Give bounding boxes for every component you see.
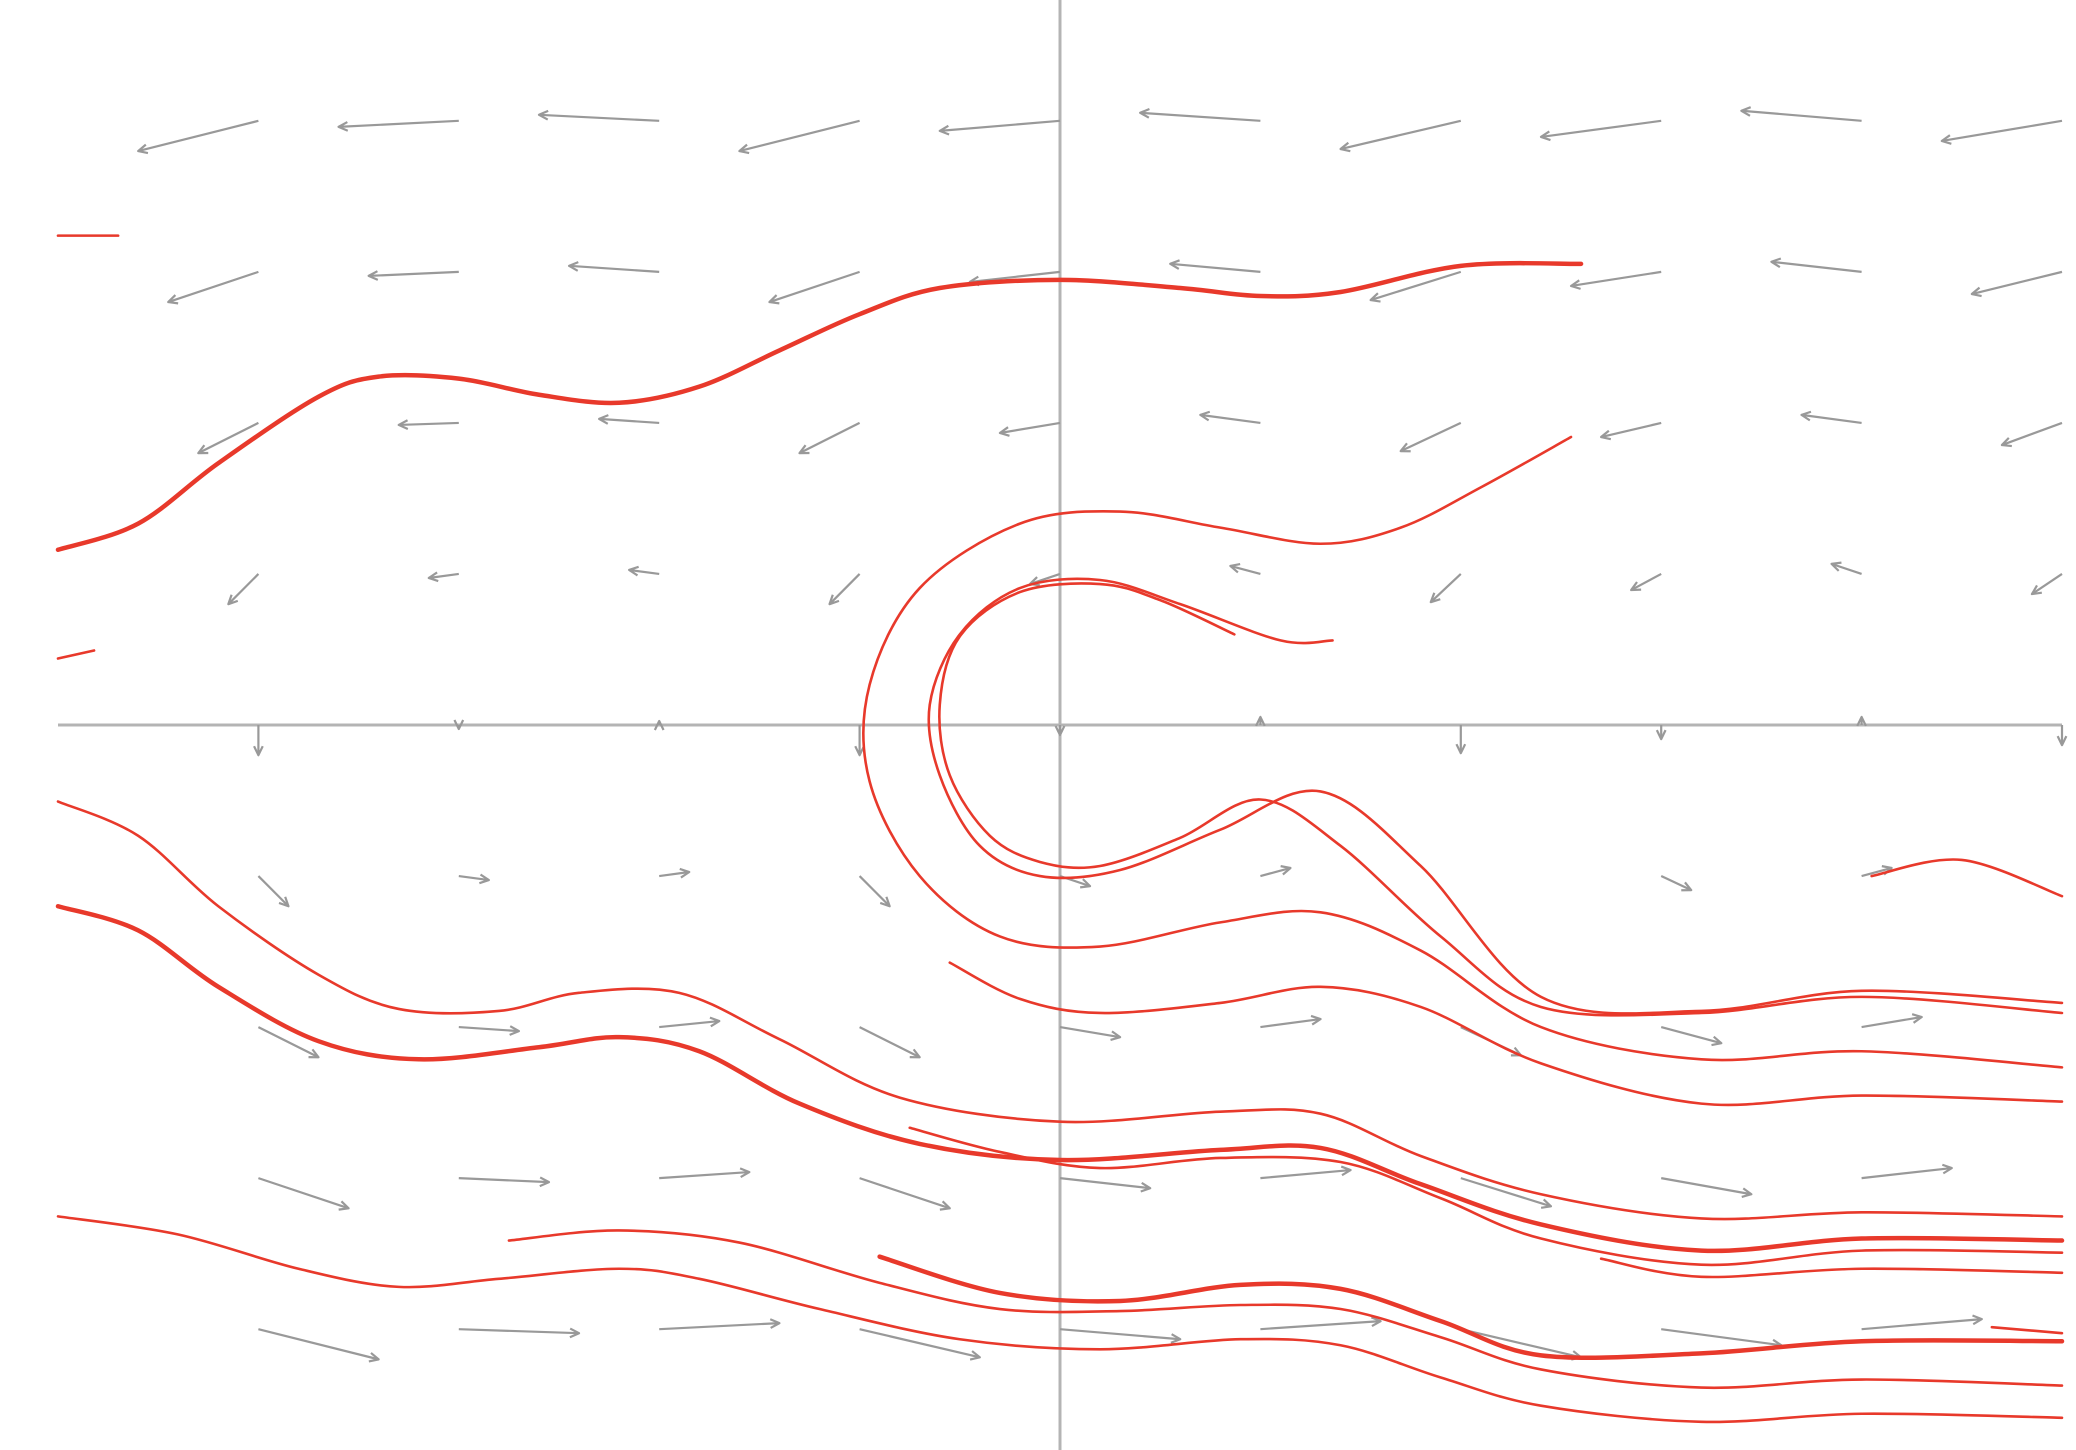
field-arrow xyxy=(1830,561,1862,576)
field-arrow xyxy=(1800,410,1862,425)
field-arrow xyxy=(1539,119,1662,142)
trajectory-curve xyxy=(56,800,2064,1221)
trajectories xyxy=(55,234,2065,1424)
field-arrow xyxy=(1861,1013,1923,1029)
field-arrow xyxy=(859,1328,981,1361)
field-arrow xyxy=(257,1026,320,1059)
field-arrow xyxy=(859,1026,921,1059)
field-arrow xyxy=(453,719,465,731)
field-arrow xyxy=(1660,875,1693,892)
trajectory-curve xyxy=(1990,1325,2064,1335)
field-arrow xyxy=(1630,572,1662,592)
field-arrow xyxy=(1169,259,1261,273)
field-arrow xyxy=(854,725,865,757)
field-arrow xyxy=(257,875,290,908)
field-arrow xyxy=(367,270,459,281)
field-arrow xyxy=(1661,1328,1783,1350)
field-arrow xyxy=(1139,108,1261,122)
trajectory-curve xyxy=(908,1126,2064,1267)
field-arrow xyxy=(1429,573,1462,604)
field-arrow xyxy=(659,867,691,879)
field-arrow xyxy=(659,1167,751,1180)
field-arrow xyxy=(458,1176,551,1188)
trajectory-curve xyxy=(1599,1257,2064,1279)
trajectory-curve xyxy=(948,961,2064,1107)
field-arrow xyxy=(1940,119,2063,145)
field-arrow xyxy=(828,573,861,606)
trajectory-curve xyxy=(938,582,2064,1017)
field-arrow xyxy=(859,1177,951,1211)
trajectory-curve xyxy=(55,260,1584,553)
field-arrow xyxy=(1059,1328,1182,1344)
field-arrow xyxy=(137,119,259,155)
field-arrow xyxy=(1339,119,1462,153)
field-arrow xyxy=(2056,725,2068,747)
field-arrow xyxy=(458,1025,521,1036)
field-arrow xyxy=(2030,573,2063,596)
field-arrow xyxy=(1460,1177,1553,1209)
field-arrow xyxy=(567,261,660,273)
trajectory-curve xyxy=(877,1254,2065,1360)
field-arrow xyxy=(597,414,660,425)
field-arrow xyxy=(458,873,490,885)
field-arrow xyxy=(167,270,259,305)
field-arrow xyxy=(227,573,260,606)
field-arrow xyxy=(427,571,459,583)
field-arrow xyxy=(998,421,1061,437)
field-arrow xyxy=(1260,1014,1322,1029)
field-arrow xyxy=(738,119,860,155)
field-arrow xyxy=(2000,421,2063,448)
field-arrow xyxy=(798,421,861,455)
field-arrow xyxy=(1599,421,1662,441)
field-arrow xyxy=(1861,1163,1953,1180)
field-arrow xyxy=(1970,270,2063,298)
field-arrow xyxy=(258,1328,380,1363)
trajectory-curve xyxy=(1870,858,2064,898)
field-arrow xyxy=(1861,1314,1983,1331)
field-arrow xyxy=(1455,725,1467,755)
field-arrow xyxy=(1661,1177,1753,1198)
field-arrow xyxy=(858,875,891,908)
field-arrow xyxy=(1199,410,1261,425)
field-arrow xyxy=(1569,270,1662,290)
field-arrow xyxy=(337,119,459,132)
field-arrow xyxy=(1260,865,1292,878)
field-arrow xyxy=(1740,106,1862,122)
trajectory-curve xyxy=(56,649,96,660)
field-arrow xyxy=(1399,421,1462,453)
field-arrow xyxy=(1770,257,1862,273)
field-arrow xyxy=(1260,1165,1352,1180)
field-arrow xyxy=(253,725,264,757)
field-arrow xyxy=(659,1318,781,1331)
field-arrow xyxy=(1059,1177,1152,1193)
field-arrow xyxy=(1655,725,1667,741)
field-arrow xyxy=(628,565,660,577)
field-arrow xyxy=(653,719,665,731)
field-arrow xyxy=(1856,715,1867,727)
trajectory-curve xyxy=(862,435,2064,1069)
field-arrow xyxy=(1255,715,1266,727)
field-arrow xyxy=(1059,1025,1122,1042)
trajectory-curve xyxy=(507,1229,2064,1390)
field-arrow xyxy=(1229,562,1261,576)
field-arrow xyxy=(458,1327,581,1339)
field-arrow xyxy=(768,270,860,305)
field-arrow xyxy=(659,1016,721,1029)
vector-field xyxy=(137,106,2068,1363)
field-arrow xyxy=(938,119,1061,136)
trajectory-curve xyxy=(56,1215,2064,1424)
field-arrow xyxy=(537,109,660,122)
field-arrow xyxy=(1260,1316,1382,1331)
trajectory-curve xyxy=(927,577,2064,1015)
field-arrow xyxy=(1660,1026,1723,1047)
field-arrow xyxy=(1054,725,1066,737)
trajectory-curve xyxy=(55,904,2065,1254)
field-arrow xyxy=(1369,270,1462,303)
field-arrow xyxy=(397,419,459,430)
field-arrow xyxy=(197,421,259,455)
field-arrow xyxy=(258,1177,350,1211)
